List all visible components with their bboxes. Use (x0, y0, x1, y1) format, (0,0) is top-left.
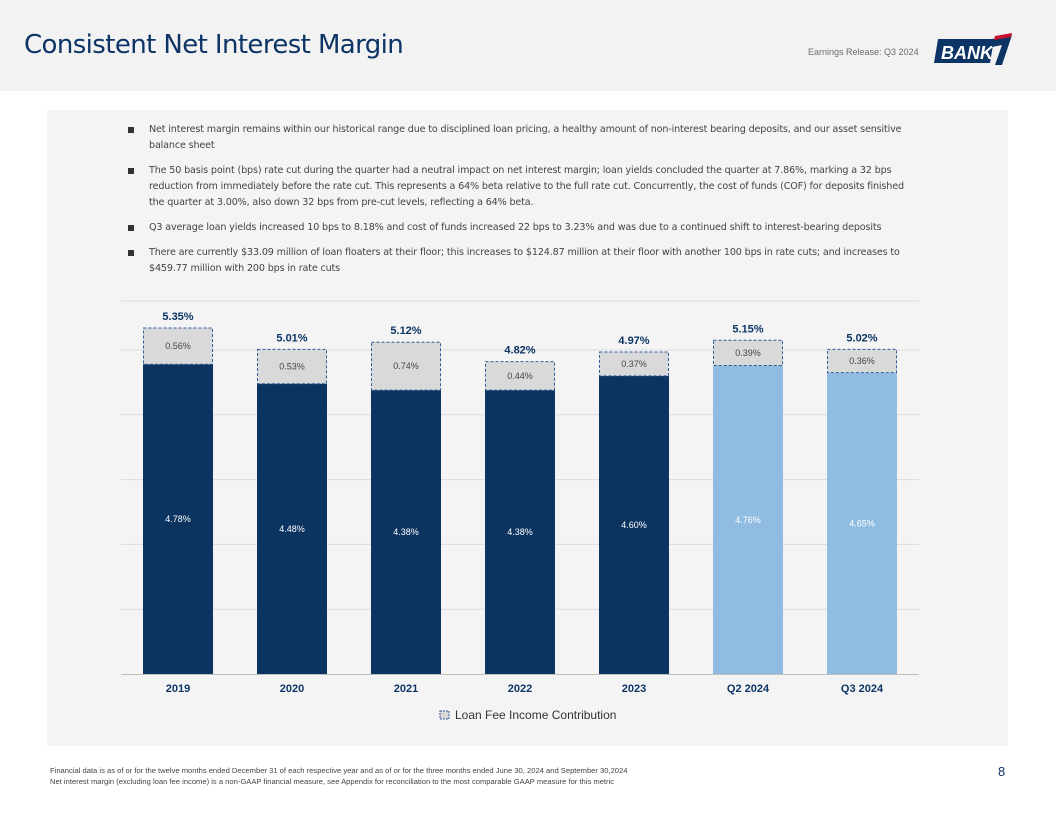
total-nim-label: 5.02% (846, 332, 877, 344)
loan-fee-bar (827, 348, 897, 374)
loan-fee-bar (485, 361, 555, 391)
loan-fee-label: 0.37% (621, 359, 647, 369)
nim-bar (599, 375, 669, 674)
total-nim-label: 4.97% (618, 335, 649, 347)
legend-swatch-icon (439, 710, 450, 720)
nim-value-label: 4.78% (165, 514, 191, 524)
total-nim-label: 5.35% (162, 311, 193, 323)
nim-value-label: 4.60% (621, 520, 647, 530)
nim-value-label: 4.65% (849, 518, 875, 528)
legend-label: Loan Fee Income Contribution (455, 708, 616, 722)
bullet-item: There are currently $33.09 million of lo… (128, 245, 918, 277)
bank7-logo: BANK (934, 33, 1012, 65)
bullet-item: The 50 basis point (bps) rate cut during… (128, 163, 918, 211)
loan-fee-label: 0.74% (393, 361, 419, 371)
loan-fee-label: 0.56% (165, 341, 191, 351)
nim-value-label: 4.76% (735, 515, 761, 525)
total-nim-label: 5.01% (276, 332, 307, 344)
x-axis-tick-label: 2023 (622, 683, 646, 695)
loan-fee-bar (599, 351, 669, 377)
bullet-text: Net interest margin remains within our h… (149, 124, 902, 151)
page-number: 8 (998, 764, 1006, 779)
bullet-text: There are currently $33.09 million of lo… (149, 247, 900, 274)
total-nim-label: 4.82% (504, 345, 535, 357)
release-label: Earnings Release: Q3 2024 (808, 47, 919, 57)
nim-bar (257, 383, 327, 674)
loan-fee-label: 0.39% (735, 348, 761, 358)
x-axis-tick-label: Q3 2024 (841, 683, 884, 695)
header-bar (0, 0, 1056, 91)
bullet-item: Q3 average loan yields increased 10 bps … (128, 220, 918, 236)
bullet-text: Q3 average loan yields increased 10 bps … (149, 222, 882, 233)
x-axis-tick-label: 2020 (280, 683, 304, 695)
loan-fee-bar (713, 339, 783, 367)
loan-fee-bar (143, 327, 213, 365)
loan-fee-bar (257, 348, 327, 385)
loan-fee-bar (371, 341, 441, 391)
nim-bar (143, 364, 213, 674)
nim-bar (827, 372, 897, 674)
loan-fee-label: 0.53% (279, 362, 305, 372)
total-nim-label: 5.15% (732, 323, 763, 335)
loan-fee-label: 0.44% (507, 371, 533, 381)
page-title: Consistent Net Interest Margin (24, 30, 404, 60)
nim-bar (485, 390, 555, 674)
nim-value-label: 4.38% (393, 527, 419, 537)
bullet-text: The 50 basis point (bps) rate cut during… (149, 165, 904, 208)
bullet-square-icon (128, 250, 134, 256)
loan-fee-label: 0.36% (849, 356, 875, 366)
nim-value-label: 4.48% (279, 524, 305, 534)
footnote-2: Net interest margin (excluding loan fee … (50, 777, 615, 786)
logo-text: BANK (941, 43, 995, 63)
footnote-1: Financial data is as of or for the twelv… (50, 766, 628, 775)
x-axis-tick-label: 2022 (508, 683, 532, 695)
bullet-square-icon (128, 168, 134, 174)
x-axis-tick-label: 2021 (394, 683, 418, 695)
nim-bar (371, 390, 441, 674)
x-axis-tick-label: Q2 2024 (727, 683, 770, 695)
nim-bar (713, 365, 783, 674)
bullet-item: Net interest margin remains within our h… (128, 122, 918, 154)
bullet-list: Net interest margin remains within our h… (128, 122, 918, 286)
total-nim-label: 5.12% (390, 325, 421, 337)
bullet-square-icon (128, 127, 134, 133)
nim-value-label: 4.38% (507, 527, 533, 537)
x-axis-tick-label: 2019 (166, 683, 190, 695)
bullet-square-icon (128, 225, 134, 231)
